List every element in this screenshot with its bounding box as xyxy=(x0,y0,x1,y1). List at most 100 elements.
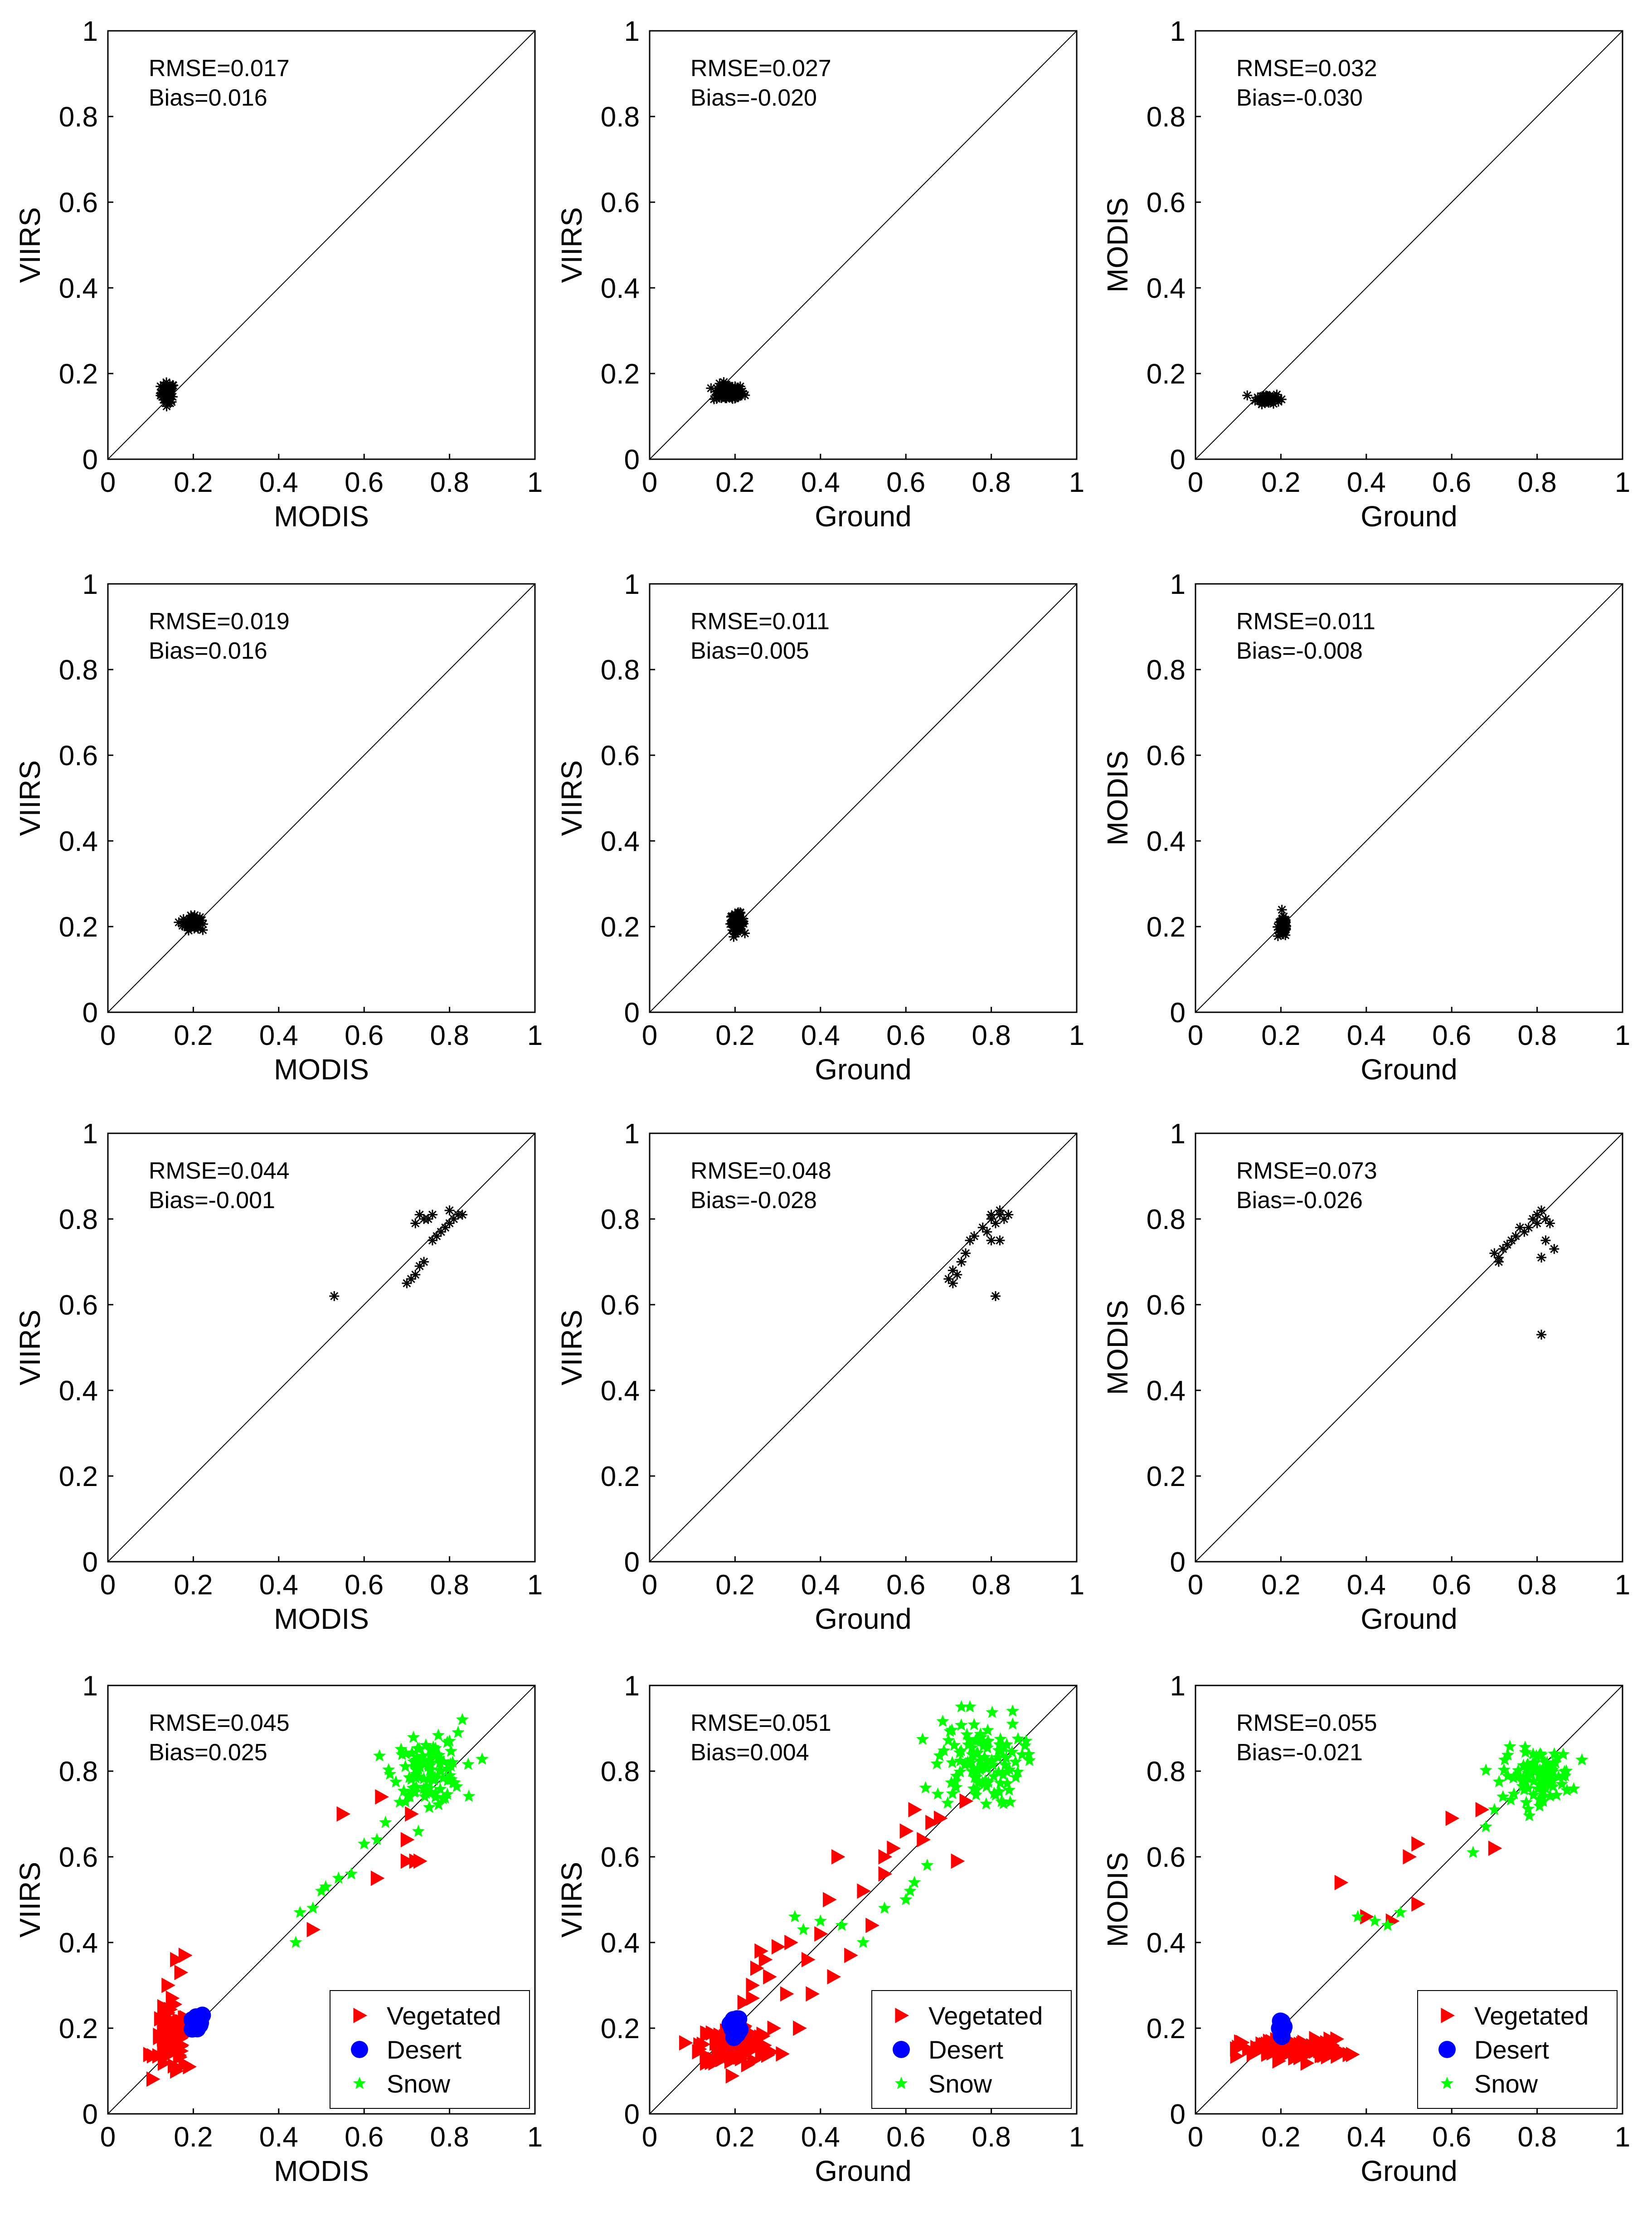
x-tick-label: 1 xyxy=(1069,2122,1084,2153)
vegetated-marker xyxy=(152,2048,166,2064)
snow-marker xyxy=(429,1790,442,1803)
snow-marker xyxy=(462,1758,475,1770)
vegetated-marker xyxy=(1488,1841,1502,1856)
vegetated-marker xyxy=(1334,1874,1349,1890)
y-tick-label: 0.2 xyxy=(601,912,640,943)
data-markers xyxy=(174,910,208,936)
data-point xyxy=(1549,1244,1560,1254)
data-point xyxy=(711,393,722,404)
y-tick-label: 0.6 xyxy=(1147,740,1186,772)
vegetated-marker xyxy=(405,1806,419,1822)
snow-marker xyxy=(981,1741,994,1753)
y-tick-label: 0 xyxy=(1170,997,1186,1029)
y-tick-label: 0.4 xyxy=(1147,273,1186,304)
y-tick-label: 0.6 xyxy=(601,740,640,772)
x-tick-label: 0.2 xyxy=(174,1569,213,1601)
x-tick-label: 0.2 xyxy=(1261,1569,1300,1601)
snow-marker xyxy=(433,1782,447,1795)
y-axis-label: VIIRS xyxy=(14,1862,46,1938)
x-tick-label: 0.2 xyxy=(715,467,754,498)
snow-marker xyxy=(1000,1738,1013,1750)
x-tick-label: 0.2 xyxy=(715,1020,754,1051)
desert-marker xyxy=(725,2029,743,2046)
snow-marker xyxy=(1536,1794,1550,1807)
x-tick-label: 1 xyxy=(1069,1020,1084,1051)
snow-marker xyxy=(971,1746,984,1758)
rmse-annotation: RMSE=0.019 xyxy=(149,608,290,635)
data-markers xyxy=(706,377,750,404)
legend-desert-label: Desert xyxy=(1474,2035,1549,2064)
vegetated-marker xyxy=(814,1926,828,1942)
y-tick-label: 1 xyxy=(83,1671,98,1702)
y-axis-label: VIIRS xyxy=(555,1310,588,1385)
data-point xyxy=(1532,1218,1542,1229)
snow-marker xyxy=(1000,1751,1013,1764)
vegetated-marker xyxy=(160,2015,175,2030)
snow-marker xyxy=(423,1763,437,1776)
snow-marker xyxy=(908,1875,921,1888)
snow-marker xyxy=(968,1771,981,1783)
snow-marker xyxy=(1516,1774,1529,1787)
x-tick-label: 0 xyxy=(1188,1569,1203,1601)
vegetated-marker xyxy=(754,1943,768,1959)
x-tick-label: 0.2 xyxy=(174,467,213,498)
data-markers xyxy=(943,1205,1014,1301)
bias-annotation: Bias=-0.030 xyxy=(1236,85,1363,111)
y-tick-label: 0.6 xyxy=(59,187,98,219)
vegetated-marker xyxy=(158,2036,172,2052)
plot-frame xyxy=(649,1685,1078,2115)
vegetated-marker xyxy=(413,1853,428,1869)
y-tick-label: 1 xyxy=(624,16,640,47)
snow-marker xyxy=(419,1738,432,1751)
snow-marker xyxy=(420,1780,433,1793)
snow-marker xyxy=(429,1741,442,1754)
snow-marker xyxy=(814,1914,827,1927)
y-tick-label: 0.6 xyxy=(1147,1842,1186,1873)
vegetated-marker xyxy=(737,1995,752,2010)
vegetated-marker xyxy=(1411,1836,1425,1852)
snow-marker xyxy=(975,1758,989,1771)
vegetated-marker xyxy=(746,1990,760,2006)
snow-marker xyxy=(1015,1748,1029,1760)
snow-marker xyxy=(981,1724,994,1736)
vegetated-marker xyxy=(776,2046,790,2062)
data-point xyxy=(713,387,723,397)
snow-marker xyxy=(1001,1777,1014,1789)
y-axis-label: VIIRS xyxy=(555,207,588,283)
snow-marker xyxy=(955,1700,968,1713)
snow-marker xyxy=(289,1936,302,1948)
data-point xyxy=(727,925,738,935)
x-tick-label: 0.8 xyxy=(1517,1020,1556,1051)
snow-marker xyxy=(996,1768,1010,1781)
snow-marker xyxy=(1006,1745,1019,1758)
snow-marker xyxy=(1507,1771,1520,1784)
data-point xyxy=(162,395,173,406)
x-tick-label: 0.4 xyxy=(1347,1020,1386,1051)
vegetated-marker xyxy=(1334,2046,1349,2062)
snow-marker xyxy=(402,1789,415,1802)
data-point xyxy=(1280,930,1291,940)
snow-marker xyxy=(413,1742,426,1754)
vegetated-marker xyxy=(827,1969,841,1985)
rmse-annotation: RMSE=0.048 xyxy=(690,1158,831,1184)
snow-marker xyxy=(1488,1803,1501,1816)
snow-marker xyxy=(443,1734,456,1747)
snow-marker xyxy=(904,1884,917,1897)
x-tick-label: 0.4 xyxy=(259,467,298,498)
data-point xyxy=(178,914,189,924)
legend-snow-marker xyxy=(894,2077,908,2089)
x-tick-label: 0.6 xyxy=(345,467,384,498)
snow-marker xyxy=(418,1790,431,1802)
snow-marker xyxy=(399,1747,413,1759)
snow-marker xyxy=(430,1748,443,1761)
bias-annotation: Bias=0.004 xyxy=(690,1739,809,1766)
bias-annotation: Bias=-0.008 xyxy=(1236,638,1363,664)
vegetated-marker xyxy=(166,2043,180,2059)
x-axis-label: Ground xyxy=(815,500,911,533)
y-axis-label: VIIRS xyxy=(14,760,46,836)
y-tick-label: 0 xyxy=(1170,444,1186,476)
vegetated-marker xyxy=(878,1866,893,1882)
snow-marker xyxy=(1560,1764,1573,1777)
data-point xyxy=(1280,915,1291,925)
